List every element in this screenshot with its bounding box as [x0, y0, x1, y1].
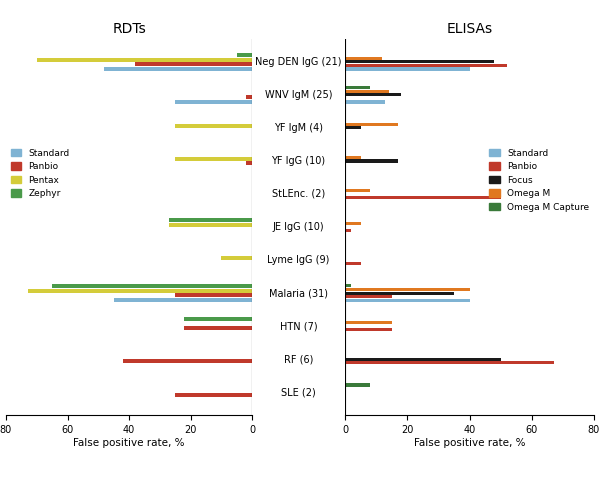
Text: JE IgG (10): JE IgG (10): [272, 222, 325, 232]
Bar: [345, 357, 500, 361]
Text: Medscape: Medscape: [6, 458, 91, 472]
Bar: [104, 67, 252, 71]
Bar: [135, 62, 252, 66]
Text: Malaria (31): Malaria (31): [269, 288, 328, 298]
Bar: [175, 156, 252, 161]
Bar: [175, 99, 252, 104]
Bar: [345, 126, 361, 129]
Bar: [345, 100, 385, 104]
Bar: [345, 292, 454, 295]
Bar: [345, 295, 392, 298]
Bar: [345, 288, 470, 291]
Bar: [175, 293, 252, 298]
Bar: [37, 57, 252, 61]
Title: ELISAs: ELISAs: [446, 22, 493, 36]
Text: Source: Emerg Infect Dis © 2009 Centers for Disease Control and Prevention (CDC): Source: Emerg Infect Dis © 2009 Centers …: [132, 460, 493, 469]
Bar: [123, 359, 252, 364]
Bar: [345, 262, 361, 265]
Bar: [345, 86, 370, 89]
Title: RDTs: RDTs: [112, 22, 146, 36]
Bar: [345, 284, 351, 287]
Bar: [345, 189, 370, 192]
Legend: Standard, Panbio, Pentax, Zephyr: Standard, Panbio, Pentax, Zephyr: [11, 149, 70, 198]
Bar: [345, 57, 382, 60]
Bar: [345, 156, 361, 159]
Text: RF (6): RF (6): [284, 354, 313, 364]
Bar: [345, 93, 401, 97]
Bar: [345, 361, 554, 365]
Text: Neg DEN IgG (21): Neg DEN IgG (21): [255, 57, 342, 67]
Text: YF IgG (10): YF IgG (10): [271, 156, 326, 166]
Bar: [345, 299, 470, 302]
Bar: [169, 218, 252, 222]
Bar: [345, 123, 398, 126]
Legend: Standard, Panbio, Focus, Omega M, Omega M Capture: Standard, Panbio, Focus, Omega M, Omega …: [490, 149, 589, 212]
Bar: [345, 222, 361, 225]
Text: StLEnc. (2): StLEnc. (2): [272, 189, 325, 199]
Bar: [175, 124, 252, 128]
Bar: [345, 196, 500, 199]
Text: SLE (2): SLE (2): [281, 387, 316, 397]
Bar: [52, 284, 252, 288]
Bar: [184, 317, 252, 321]
Bar: [113, 298, 252, 302]
Bar: [345, 68, 470, 71]
Bar: [221, 256, 252, 260]
Bar: [345, 60, 494, 63]
X-axis label: False positive rate, %: False positive rate, %: [414, 438, 525, 448]
Text: HTN (7): HTN (7): [280, 321, 317, 331]
X-axis label: False positive rate, %: False positive rate, %: [73, 438, 185, 448]
Bar: [246, 161, 252, 165]
Bar: [246, 95, 252, 99]
Text: Lyme IgG (9): Lyme IgG (9): [268, 255, 329, 265]
Bar: [345, 328, 392, 331]
Bar: [236, 53, 252, 57]
Text: WNV IgM (25): WNV IgM (25): [265, 90, 332, 100]
Bar: [345, 229, 351, 232]
Bar: [28, 289, 252, 293]
Bar: [175, 393, 252, 397]
Bar: [184, 327, 252, 330]
Bar: [345, 64, 507, 67]
Bar: [345, 89, 389, 93]
Bar: [169, 223, 252, 227]
Bar: [345, 159, 398, 162]
Bar: [345, 384, 370, 386]
Bar: [345, 321, 392, 324]
Text: YF IgM (4): YF IgM (4): [274, 123, 323, 133]
